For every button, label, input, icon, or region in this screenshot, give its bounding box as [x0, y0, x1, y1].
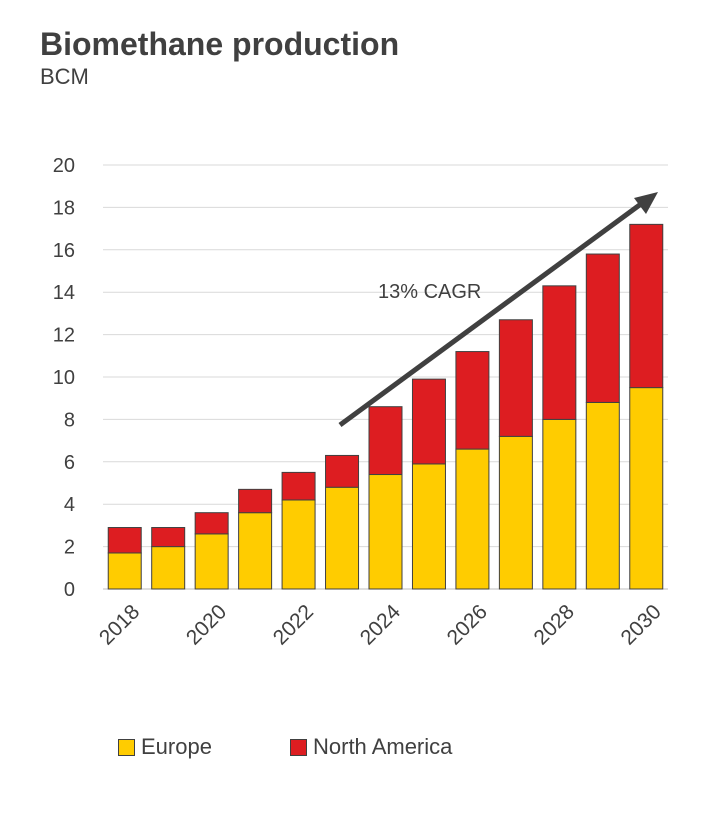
- bar-north-america-2026: [455, 351, 490, 450]
- bar-north-america-2018: [107, 527, 142, 554]
- bar-europe-2022: [281, 499, 316, 590]
- bar-europe-2026: [455, 448, 490, 590]
- bar-north-america-2020: [194, 512, 229, 535]
- bar-north-america-2021: [238, 488, 273, 514]
- chart-subtitle: BCM: [40, 64, 89, 89]
- y-tick-label: 18: [53, 197, 75, 219]
- legend-swatch-north-america: [290, 738, 307, 756]
- x-tick-label: 2026: [443, 600, 492, 649]
- y-tick-label: 16: [53, 240, 75, 262]
- bar-north-america-2023: [325, 454, 360, 488]
- legend-label-europe: Europe: [141, 734, 212, 759]
- y-tick-label: 6: [64, 452, 75, 474]
- legend-swatch-europe: [118, 738, 135, 756]
- bar-north-america-2022: [281, 471, 316, 501]
- legend-label-north-america: North America: [313, 734, 453, 759]
- y-tick-label: 12: [53, 325, 75, 347]
- bar-europe-2019: [151, 546, 186, 590]
- bar-europe-2024: [368, 474, 403, 590]
- bar-europe-2023: [325, 486, 360, 590]
- bar-north-america-2024: [368, 406, 403, 476]
- bar-north-america-2019: [151, 527, 186, 548]
- x-axis-ticks: 2018 2020 2022 2024 2026 2028 2030: [95, 600, 666, 650]
- bar-europe-2020: [194, 533, 229, 590]
- bar-europe-2028: [542, 418, 577, 590]
- bar-north-america-2027: [498, 319, 533, 437]
- x-tick-label: 2022: [269, 600, 318, 649]
- y-axis-ticks: 0 2 4 6 8 10 12 14 16 18 20: [53, 155, 75, 601]
- x-tick-label: 2028: [530, 600, 579, 649]
- y-tick-label: 0: [64, 579, 75, 601]
- y-tick-label: 2: [64, 537, 75, 559]
- bar-europe-2030: [629, 387, 664, 590]
- bar-europe-2021: [238, 512, 273, 590]
- bar-north-america-2030: [629, 223, 664, 389]
- bar-north-america-2029: [585, 253, 620, 403]
- y-tick-label: 4: [64, 494, 75, 516]
- bar-europe-2018: [107, 552, 142, 590]
- legend-item-europe: Europe: [118, 734, 212, 760]
- bar-north-america-2028: [542, 285, 577, 420]
- y-tick-label: 10: [53, 367, 75, 389]
- y-tick-label: 20: [53, 155, 75, 177]
- chart-title: Biomethane production: [40, 26, 400, 62]
- bar-europe-2025: [411, 463, 446, 590]
- legend-item-north-america: North America: [290, 734, 452, 760]
- y-tick-label: 14: [53, 282, 75, 304]
- x-tick-label: 2020: [182, 600, 231, 649]
- cagr-arrow: [338, 198, 647, 428]
- bar-north-america-2025: [411, 378, 446, 465]
- bars: [107, 223, 664, 590]
- x-tick-label: 2024: [356, 600, 406, 650]
- bar-europe-2027: [498, 435, 533, 590]
- x-tick-label: 2030: [617, 600, 666, 649]
- cagr-arrow-head: [634, 192, 658, 214]
- bar-europe-2029: [585, 401, 620, 590]
- x-tick-label: 2018: [95, 600, 144, 649]
- cagr-annotation: 13% CAGR: [378, 281, 481, 303]
- y-tick-label: 8: [64, 409, 75, 431]
